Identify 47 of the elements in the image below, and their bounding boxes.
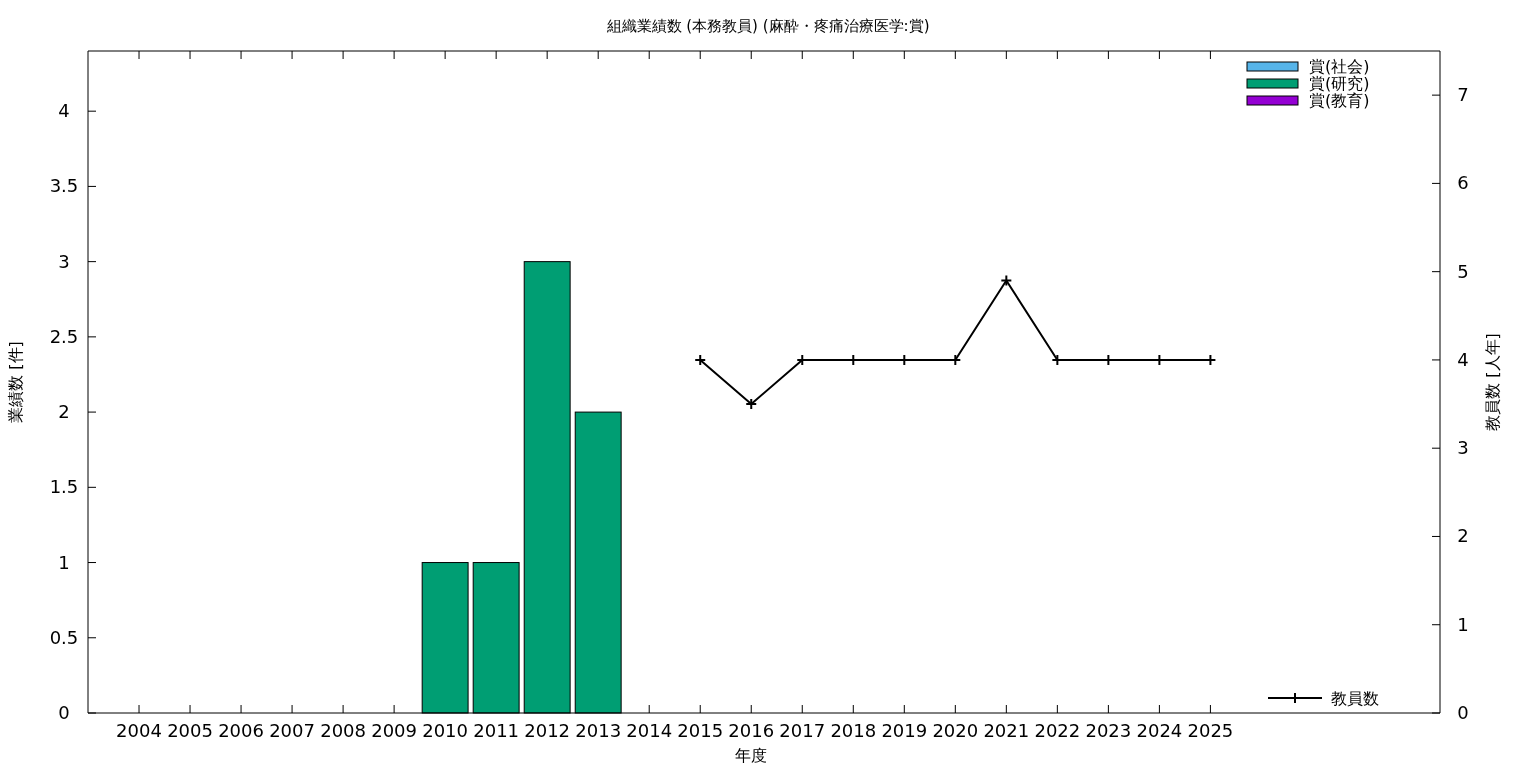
legend-label: 賞(社会) — [1309, 57, 1370, 76]
x-tick-label: 2006 — [218, 720, 264, 741]
x-tick-label: 2015 — [677, 720, 724, 741]
x-tick-label: 2016 — [728, 720, 775, 741]
legend-label: 教員数 — [1331, 689, 1379, 708]
y2-tick-label: 4 — [1457, 348, 1469, 370]
x-tick-label: 2009 — [371, 720, 418, 741]
y2-tick-label: 1 — [1457, 613, 1469, 635]
x-tick-label: 2004 — [116, 720, 162, 741]
y-tick-label: 3.5 — [49, 175, 79, 197]
x-tick-label: 2024 — [1136, 720, 1183, 741]
y2-tick-label: 7 — [1457, 84, 1469, 106]
y-tick-label: 2.5 — [49, 325, 79, 347]
x-tick-label: 2014 — [626, 720, 673, 741]
x-tick-label: 2019 — [881, 720, 928, 741]
x-tick-label: 2023 — [1085, 720, 1132, 741]
x-tick-label: 2008 — [320, 720, 366, 741]
x-tick-label: 2020 — [932, 720, 979, 741]
x-tick-label: 2005 — [167, 720, 213, 741]
x-tick-label: 2011 — [473, 720, 520, 741]
x-tick-label: 2010 — [422, 720, 469, 741]
x-tick-label: 2013 — [575, 720, 622, 741]
y-tick-label: 2 — [58, 401, 70, 423]
y2-tick-label: 5 — [1457, 260, 1469, 282]
chart-title: 組織業績数 (本務教員) (麻酔・疼痛治療医学:賞) — [605, 17, 930, 35]
y-tick-label: 3 — [58, 250, 70, 272]
y-tick-label: 4 — [58, 100, 70, 122]
y2-tick-label: 2 — [1457, 525, 1469, 547]
y2-axis-title: 教員数 [人年] — [1483, 333, 1502, 431]
legend-label: 賞(教育) — [1309, 91, 1370, 110]
y2-tick-label: 0 — [1457, 702, 1469, 723]
x-tick-label: 2017 — [779, 720, 826, 741]
x-tick-label: 2007 — [269, 720, 315, 741]
y-tick-label: 1 — [58, 551, 70, 573]
x-tick-label: 2022 — [1034, 720, 1081, 741]
y-axis-title: 業績数 [件] — [6, 341, 25, 423]
y-tick-label: 0.5 — [49, 626, 79, 648]
x-tick-label: 2018 — [830, 720, 877, 741]
x-tick-label: 2021 — [983, 720, 1030, 741]
y2-tick-label: 3 — [1457, 437, 1469, 459]
x-tick-label: 2012 — [524, 720, 571, 741]
x-tick-label: 2025 — [1187, 720, 1234, 741]
y-tick-label: 1.5 — [49, 476, 79, 498]
y-tick-label: 0 — [58, 702, 70, 723]
legend-label: 賞(研究) — [1309, 74, 1370, 93]
x-axis-title: 年度 — [735, 746, 767, 765]
y2-tick-label: 6 — [1457, 172, 1469, 194]
